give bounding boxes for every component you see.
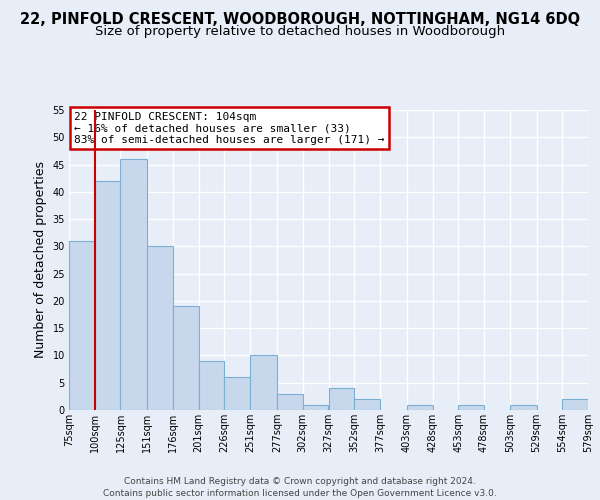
Text: 22, PINFOLD CRESCENT, WOODBOROUGH, NOTTINGHAM, NG14 6DQ: 22, PINFOLD CRESCENT, WOODBOROUGH, NOTTI…: [20, 12, 580, 28]
Text: Contains HM Land Registry data © Crown copyright and database right 2024.
Contai: Contains HM Land Registry data © Crown c…: [103, 476, 497, 498]
Bar: [303, 404, 328, 410]
Bar: [354, 399, 380, 410]
Bar: [407, 404, 433, 410]
Text: 22 PINFOLD CRESCENT: 104sqm
← 16% of detached houses are smaller (33)
83% of sem: 22 PINFOLD CRESCENT: 104sqm ← 16% of det…: [74, 112, 385, 144]
Bar: [173, 306, 199, 410]
Bar: [121, 159, 147, 410]
Bar: [147, 246, 173, 410]
Bar: [199, 361, 224, 410]
Bar: [95, 181, 121, 410]
Text: Size of property relative to detached houses in Woodborough: Size of property relative to detached ho…: [95, 25, 505, 38]
Bar: [277, 394, 303, 410]
Bar: [329, 388, 354, 410]
Bar: [562, 399, 588, 410]
Bar: [510, 404, 536, 410]
Bar: [250, 356, 277, 410]
Bar: [224, 378, 250, 410]
Bar: [69, 241, 95, 410]
Bar: [458, 404, 484, 410]
Y-axis label: Number of detached properties: Number of detached properties: [34, 162, 47, 358]
